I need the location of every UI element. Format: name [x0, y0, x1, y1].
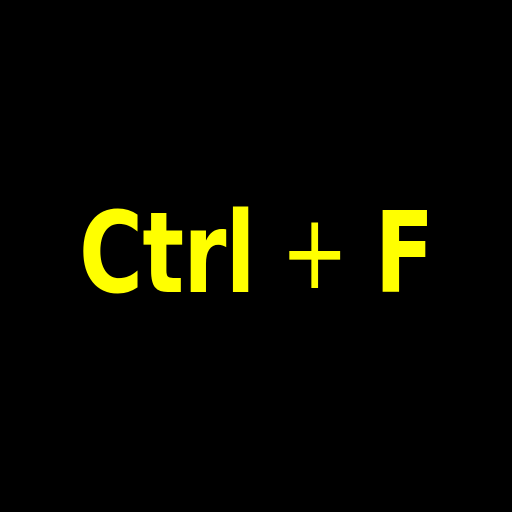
- plus-separator: +: [280, 191, 349, 313]
- keyboard-shortcut-label: Ctrl + F: [79, 198, 434, 310]
- modifier-key-label: Ctrl: [78, 189, 256, 319]
- letter-key-label: F: [374, 189, 434, 319]
